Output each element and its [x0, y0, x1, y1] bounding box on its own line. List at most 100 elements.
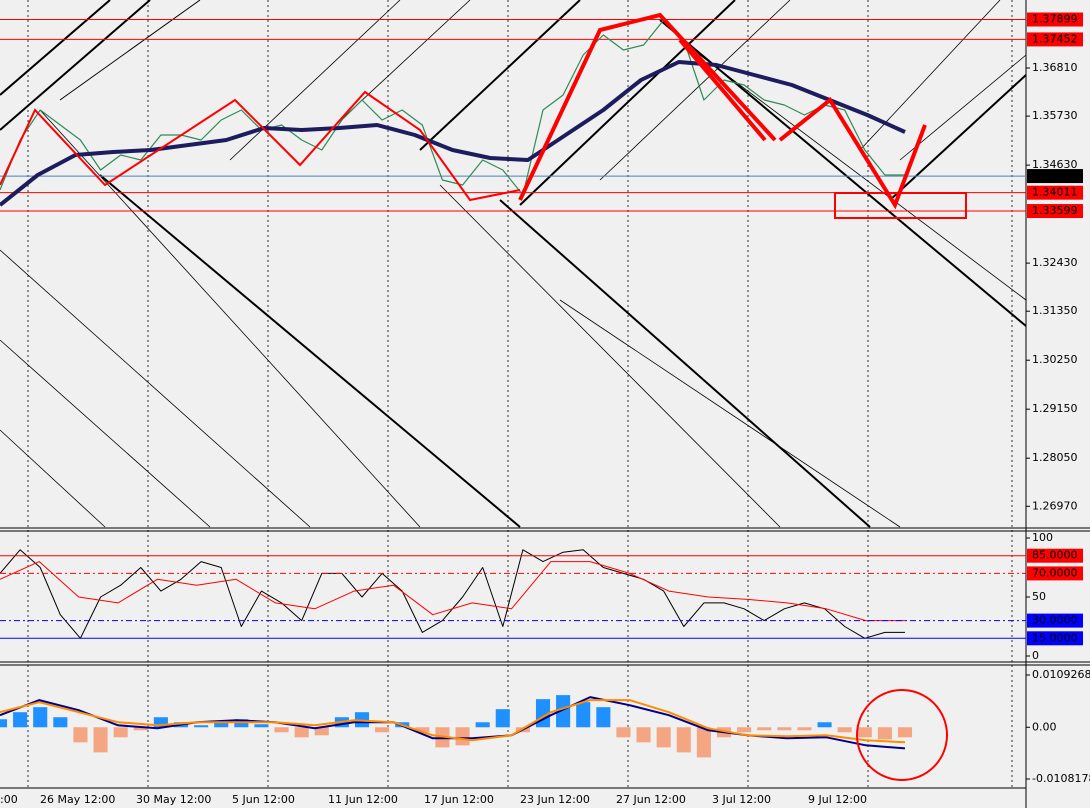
trend-line	[859, 0, 1001, 151]
y-tick-label: 1.31350	[1032, 304, 1078, 317]
level-label-bg	[1027, 613, 1083, 628]
histogram-bar	[797, 727, 812, 731]
histogram-bar	[93, 727, 108, 753]
price-label-bg	[1027, 169, 1083, 184]
level-label: 85.0000	[1032, 549, 1078, 562]
x-tick-label: 5 Jun 12:00	[232, 793, 295, 806]
price-label: 1.34011	[1032, 186, 1078, 199]
histogram-bar	[214, 722, 229, 728]
price-label-bg	[1027, 185, 1083, 200]
price-label-bg	[1027, 204, 1083, 219]
price-label-bg	[1027, 32, 1083, 47]
zigzag	[0, 90, 521, 202]
histogram-bar	[0, 719, 8, 728]
histogram-bar	[73, 727, 88, 743]
histogram-bar	[877, 727, 892, 740]
y-tick-label: 1.34630	[1032, 158, 1078, 171]
arrow-path	[518, 12, 777, 201]
y-tick-label: 1.36810	[1032, 61, 1078, 74]
level-label: 15.0000	[1032, 631, 1078, 644]
y-tick-label: 1.35730	[1032, 109, 1078, 122]
price-label: 1.37899	[1032, 13, 1078, 26]
histogram-bar	[13, 712, 28, 728]
price-label: 1.34384	[1032, 169, 1078, 182]
series-line	[0, 19, 905, 196]
price-label-bg	[1027, 12, 1083, 27]
y-tick-label: 1.28050	[1032, 451, 1078, 464]
histogram-bar	[375, 727, 390, 733]
y-tick-label: 100	[1032, 531, 1053, 544]
trend-lines	[0, 0, 1027, 528]
histogram-bar	[254, 724, 269, 728]
histogram-bar	[314, 727, 329, 736]
trend-line	[899, 54, 1027, 161]
price-label: 1.37452	[1032, 32, 1078, 45]
level-label: 30.0000	[1032, 614, 1078, 627]
trend-line	[0, 249, 311, 528]
histogram-bar	[757, 727, 772, 731]
histogram-bar	[153, 717, 168, 728]
x-tick-label: 3 Jul 12:00	[712, 793, 771, 806]
x-tick-label: 26 May 12:00	[40, 793, 115, 806]
level-label: 70.0000	[1032, 566, 1078, 579]
annotations	[0, 12, 967, 781]
histogram-bar	[596, 707, 611, 728]
trend-line	[0, 0, 151, 131]
histogram-bar	[415, 727, 430, 733]
trend-line	[499, 199, 871, 528]
series-line	[0, 60, 906, 207]
y-tick-label: 50	[1032, 590, 1046, 603]
y-tick-label: 1.32430	[1032, 256, 1078, 269]
x-tick-label: 30 May 12:00	[136, 793, 211, 806]
trend-line	[229, 0, 401, 161]
x-tick-label: 11 Jun 12:00	[328, 793, 398, 806]
level-label-bg	[1027, 548, 1083, 563]
level-label-bg	[1027, 631, 1083, 646]
x-tick-label: :00	[0, 793, 18, 806]
histogram-bar	[475, 722, 490, 728]
histogram-bar	[696, 727, 711, 758]
x-tick-label: 27 Jun 12:00	[616, 793, 686, 806]
histogram-bar	[817, 722, 832, 728]
series-line	[0, 561, 905, 622]
trend-line	[0, 0, 111, 96]
y-tick-label: 1.26970	[1032, 499, 1078, 512]
histogram-bar	[676, 727, 691, 753]
histogram-bar	[113, 727, 128, 738]
trend-line	[439, 184, 781, 528]
arrow-path	[678, 38, 767, 142]
histogram-bar	[837, 727, 852, 733]
x-tick-label: 23 Jun 12:00	[520, 793, 590, 806]
histogram-bar	[133, 727, 148, 731]
marks	[0, 19, 1026, 758]
trend-line	[39, 109, 421, 528]
histogram-bar	[897, 727, 913, 738]
trend-line	[59, 0, 201, 101]
histogram-bar	[857, 727, 872, 738]
histogram-bar	[616, 727, 631, 738]
histogram-bar	[455, 727, 470, 746]
trend-line	[889, 74, 1027, 201]
histogram-bar	[656, 727, 671, 748]
histogram-bar	[495, 709, 510, 728]
trend-line	[0, 339, 211, 528]
y-tick-label: 0.0109268	[1032, 668, 1090, 681]
histogram-bar	[636, 727, 651, 743]
price-label: 1.33599	[1032, 204, 1078, 217]
histogram-bar	[556, 695, 571, 728]
y-tick-label: 0	[1032, 649, 1039, 662]
y-tick-label: -0.0108178	[1032, 772, 1090, 785]
trend-line	[419, 0, 581, 151]
histogram-bar	[194, 725, 209, 728]
trend-line	[559, 299, 901, 528]
highlight-circle	[856, 689, 948, 781]
histogram-bar	[234, 719, 249, 728]
histogram-bar	[33, 707, 48, 728]
histogram-bar	[737, 727, 752, 733]
y-tick-label: 0.00	[1032, 720, 1057, 733]
histogram-bar	[53, 717, 68, 728]
time-grid	[27, 0, 1013, 788]
